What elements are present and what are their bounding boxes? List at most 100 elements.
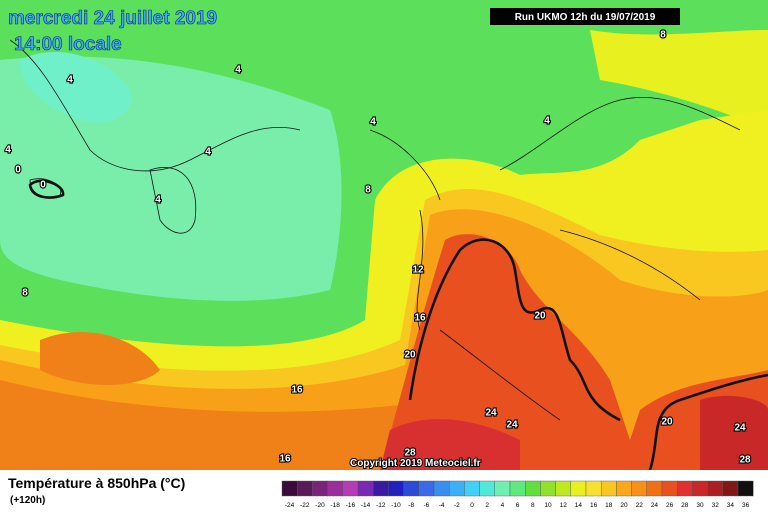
- colorbar-swatch: [312, 480, 328, 497]
- colorbar-swatch: [661, 480, 678, 497]
- colorbar-tick-label: 0: [470, 502, 474, 509]
- colorbar-tick-label: 4: [501, 502, 505, 509]
- legend-title: Température à 850hPa (°C): [8, 475, 185, 491]
- field-hot: [380, 419, 520, 470]
- field-hot: [380, 234, 640, 470]
- copyright: Copyright 2019 Meteociel.fr: [350, 458, 481, 469]
- colorbar-tick-label: 30: [696, 502, 704, 509]
- colorbar-swatch: [509, 480, 526, 497]
- isotherms: [28, 179, 768, 471]
- colorbar-swatch: [616, 480, 632, 497]
- colorbar-tick-label: 2: [485, 502, 489, 509]
- contour-label: 16: [291, 385, 303, 396]
- coastline: [9, 39, 741, 421]
- colorbar-tick-label: -10: [391, 502, 401, 509]
- contour-label: 4: [205, 147, 211, 158]
- colorbar-swatch: [433, 480, 450, 497]
- colorbar-swatch: [570, 480, 587, 497]
- contour-label: 24: [734, 423, 746, 434]
- colorbar-swatch: [707, 480, 723, 497]
- map-time: 14:00 locale: [14, 34, 122, 55]
- colorbar-swatch: [540, 480, 556, 497]
- colorbar-tick-label: 26: [666, 502, 674, 509]
- colorbar-swatch: [737, 480, 754, 497]
- contour-label: 8: [22, 288, 28, 299]
- colorbar-swatch: [342, 480, 359, 497]
- isotherm-line: [28, 179, 65, 199]
- colorbar-tick-label: 10: [544, 502, 552, 509]
- colorbar-tick-label: -6: [424, 502, 430, 509]
- isotherm-line: [648, 373, 768, 471]
- run-box: [490, 8, 680, 25]
- contour-label: 20: [661, 417, 673, 428]
- colorbar-swatch: [464, 480, 480, 497]
- colorbar-tick-label: -16: [346, 502, 356, 509]
- colorbar-swatch: [722, 480, 739, 497]
- colorbar-swatch: [525, 480, 541, 497]
- run-info: Run UKMO 12h du 19/07/2019: [515, 12, 656, 23]
- colorbar-tick-label: 6: [516, 502, 520, 509]
- colorbar-tick-label: 24: [651, 502, 659, 509]
- colorbar-swatch: [555, 480, 571, 497]
- colorbar-tick-label: -14: [361, 502, 371, 509]
- contour-label: 4: [370, 117, 376, 128]
- contour-label: 4: [67, 75, 73, 86]
- contour-label: 28: [739, 455, 751, 466]
- contour-label: 16: [414, 313, 426, 324]
- contour-label: 28: [404, 448, 416, 459]
- contour-label: 4: [544, 116, 550, 127]
- colorbar-swatch: [601, 480, 617, 497]
- colorbar-swatch: [494, 480, 511, 497]
- field-hot: [0, 380, 400, 470]
- colorbar-swatch: [357, 480, 374, 497]
- contour-label: 0: [15, 165, 21, 176]
- colorbar-tick-label: 18: [605, 502, 613, 509]
- colorbar-swatch: [692, 480, 708, 497]
- colorbar-swatch: [677, 480, 693, 497]
- colorbar: -24 -22 -20 -18 -16 -14 -12 -10 -8 -6 -4 -2 0 2 4 6 8 10 1…: [281, 480, 754, 509]
- colorbar-swatch: [388, 480, 404, 497]
- field-cool: [20, 51, 132, 123]
- colorbar-tick-label: -18: [330, 502, 340, 509]
- colorbar-tick-label: -12: [376, 502, 386, 509]
- colorbar-tick-label: 14: [575, 502, 583, 509]
- isotherm-line: [408, 238, 621, 422]
- colorbar-swatch: [449, 480, 465, 497]
- colorbar-swatch: [479, 480, 496, 497]
- colorbar-tick-label: 12: [560, 502, 568, 509]
- colorbar-swatch: [631, 480, 647, 497]
- colorbar-swatch: [281, 480, 298, 497]
- colorbar-tick-label: -4: [439, 502, 445, 509]
- field-warm: [590, 30, 768, 130]
- colorbar-tick-label: 22: [636, 502, 644, 509]
- colorbar-tick-label: 8: [531, 502, 535, 509]
- colorbar-tick-label: -8: [408, 502, 414, 509]
- colorbar-tick-label: -2: [454, 502, 460, 509]
- contour-label: 0: [40, 180, 46, 191]
- contour-label: 16: [279, 454, 291, 465]
- colorbar-swatch: [373, 480, 389, 497]
- contour-label: 8: [660, 30, 666, 41]
- colorbar-tick-label: 20: [620, 502, 628, 509]
- field-hot: [700, 395, 768, 470]
- contour-label: 4: [5, 145, 11, 156]
- contour-label: 24: [485, 408, 497, 419]
- contour-label: 24: [506, 420, 518, 431]
- colorbar-tick-label: -24: [285, 502, 295, 509]
- colorbar-tick-label: 28: [681, 502, 689, 509]
- lead-time: (+120h): [10, 495, 45, 506]
- colorbar-swatch: [418, 480, 435, 497]
- contour-label: 4: [155, 195, 161, 206]
- temperature-field: [0, 0, 768, 470]
- colorbar-swatch: [585, 480, 602, 497]
- colorbar-swatch: [327, 480, 344, 497]
- contour-label: 20: [534, 311, 546, 322]
- colorbar-swatch: [646, 480, 663, 497]
- map-date: mercredi 24 juillet 2019: [8, 8, 217, 29]
- contour-label: 8: [365, 185, 371, 196]
- colorbar-tick-label: 16: [590, 502, 598, 509]
- colorbar-tick-label: -20: [315, 502, 325, 509]
- colorbar-swatch: [403, 480, 420, 497]
